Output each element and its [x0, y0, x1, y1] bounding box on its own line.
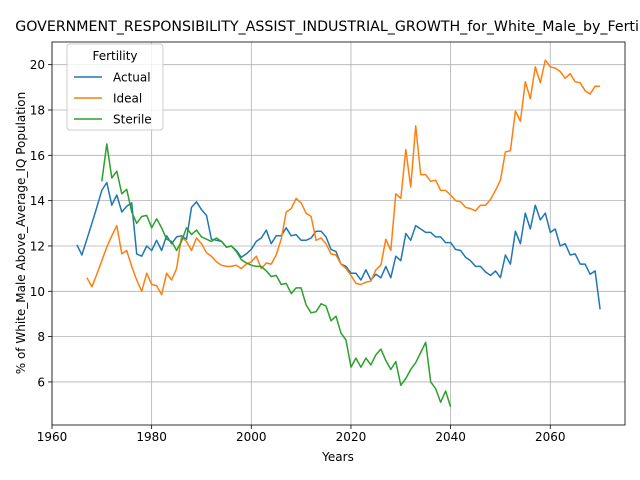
legend-entries: Actual Ideal Sterile: [74, 71, 152, 127]
x-tick-label: 1980: [136, 430, 167, 444]
x-tick-label: 2060: [535, 430, 566, 444]
legend-box: [66, 43, 164, 131]
chart-title: GOVERNMENT_RESPONSIBILITY_ASSIST_INDUSTR…: [15, 19, 640, 35]
legend-entry-ideal: Ideal: [74, 92, 142, 106]
series-line-ideal: [86, 59, 601, 296]
legend-entry-sterile: Sterile: [74, 113, 152, 127]
legend-label: Actual: [113, 71, 151, 85]
y-axis-label: % of White_Male Above_Average_IQ Populat…: [14, 92, 28, 375]
y-tick-label: 14: [30, 194, 45, 208]
y-tick-label: 12: [30, 239, 45, 253]
x-tick-label: 2040: [435, 430, 466, 444]
series-line-sterile: [101, 143, 452, 408]
y-axis: 6 8 10 12 14 16 18 20: [30, 58, 52, 389]
series-line-actual: [76, 181, 601, 310]
legend-entry-actual: Actual: [74, 71, 151, 85]
y-tick-label: 6: [37, 375, 45, 389]
plot-area-frame: [51, 41, 626, 426]
y-tick-label: 16: [30, 149, 45, 163]
legend: Fertility Actual Ideal Sterile: [66, 43, 164, 131]
y-tick-label: 18: [30, 103, 45, 117]
y-tick-label: 8: [37, 330, 45, 344]
x-tick-label: 2000: [236, 430, 267, 444]
series-lines: [76, 59, 601, 408]
x-tick-label: 1960: [37, 430, 68, 444]
legend-label: Sterile: [113, 113, 152, 127]
legend-label: Ideal: [113, 92, 142, 106]
x-axis-label: Years: [321, 450, 354, 464]
y-tick-label: 20: [30, 58, 45, 72]
legend-title: Fertility: [92, 49, 137, 63]
y-tick-label: 10: [30, 285, 45, 299]
x-axis: 1960 1980 2000 2020 2040 2060: [37, 425, 566, 444]
grid: [51, 42, 625, 425]
x-tick-label: 2020: [336, 430, 367, 444]
